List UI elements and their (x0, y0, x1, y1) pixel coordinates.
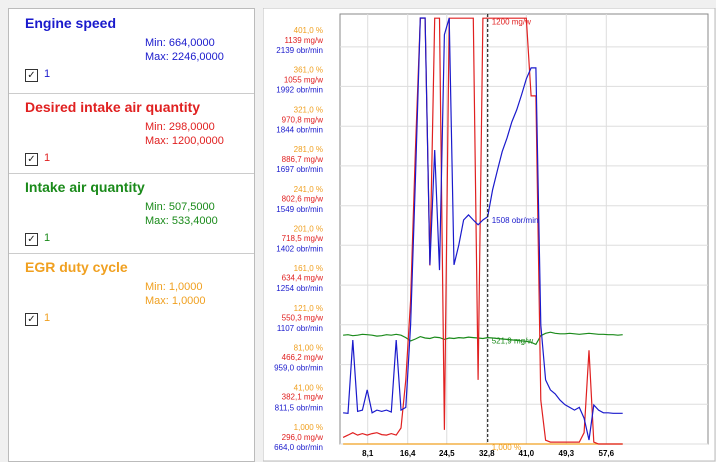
channel-min: Min: 664,0000 (145, 37, 215, 49)
channel-min: Min: 1,0000 (145, 281, 203, 293)
y-tick-label: 1549 obr/min (276, 205, 323, 214)
checkbox-label: 1 (44, 232, 51, 244)
checkbox[interactable]: ✓ (25, 313, 38, 326)
y-tick-label: 718,5 mg/w (282, 234, 324, 243)
channel-panel: Desired intake air quantity Min: 298,0000… (9, 93, 254, 174)
x-tick-label: 16,4 (400, 449, 416, 458)
x-tick-label: 8,1 (362, 449, 374, 458)
y-tick-label: 466,2 mg/w (282, 353, 324, 362)
channel-max: Max: 2246,0000 (145, 51, 224, 63)
checkbox[interactable]: ✓ (25, 69, 38, 82)
y-tick-label: 634,4 mg/w (282, 274, 324, 283)
plot-area (339, 13, 709, 445)
y-tick-label: 201,0 % (294, 224, 323, 233)
channel-panel: EGR duty cycle Min: 1,0000 Max: 1,0000 ✓ 1 (9, 253, 254, 462)
x-tick-label: 49,3 (559, 449, 575, 458)
y-tick-label: 281,0 % (294, 145, 323, 154)
y-tick-label: 241,0 % (294, 185, 323, 194)
y-tick-label: 121,0 % (294, 304, 323, 313)
y-tick-label: 664,0 obr/min (274, 443, 323, 452)
channel-list: Engine speed Min: 664,0000 Max: 2246,0000 ✓… (8, 8, 255, 462)
y-tick-label: 361,0 % (294, 66, 323, 75)
cursor-readout: 1,000 % (492, 443, 521, 452)
y-tick-label: 321,0 % (294, 105, 323, 114)
series-line (343, 331, 623, 346)
y-tick-label: 550,3 mg/w (282, 313, 324, 322)
channel-min: Min: 507,5000 (145, 201, 215, 213)
y-tick-label: 1992 obr/min (276, 86, 323, 95)
x-tick-label: 57,6 (599, 449, 615, 458)
y-tick-label: 161,0 % (294, 264, 323, 273)
cursor-readout: 1508 obr/min (492, 216, 539, 225)
channel-max: Max: 533,4000 (145, 215, 218, 227)
chart: 1,000 % 41,00 % 81,00 % 121,0 % 161,0 % 201,0… (263, 8, 716, 462)
channel-title: Intake air quantity (25, 179, 145, 195)
channel-title: Desired intake air quantity (25, 99, 201, 115)
x-tick-label: 24,5 (439, 449, 455, 458)
channel-max: Max: 1,0000 (145, 295, 206, 307)
cursor-readout: 1200 mg/w (492, 17, 531, 26)
checkbox-label: 1 (44, 312, 51, 324)
y-tick-label: 1,000 % (294, 423, 323, 432)
y-tick-label: 886,7 mg/w (282, 155, 324, 164)
y-tick-label: 41,00 % (294, 383, 323, 392)
x-tick-label: 41,0 (519, 449, 535, 458)
y-tick-label: 1107 obr/min (277, 324, 323, 333)
y-tick-label: 401,0 % (294, 26, 323, 35)
channel-panel: Engine speed Min: 664,0000 Max: 2246,0000 ✓… (9, 9, 254, 94)
y-tick-label: 382,1 mg/w (282, 393, 324, 402)
channel-min: Min: 298,0000 (145, 121, 215, 133)
y-tick-label: 296,0 mg/w (282, 433, 324, 442)
y-tick-label: 1697 obr/min (276, 165, 323, 174)
y-tick-label: 1139 mg/w (284, 36, 323, 45)
channel-title: EGR duty cycle (25, 259, 128, 275)
channel-title: Engine speed (25, 15, 117, 31)
y-tick-label: 2139 obr/min (276, 46, 323, 55)
y-tick-label: 811,5 obr/min (275, 403, 323, 412)
channel-panel: Intake air quantity Min: 507,5000 Max: 533… (9, 173, 254, 254)
y-tick-label: 1055 mg/w (284, 76, 323, 85)
channel-max: Max: 1200,0000 (145, 135, 224, 147)
y-tick-label: 1402 obr/min (276, 244, 323, 253)
y-tick-label: 81,00 % (294, 344, 323, 353)
series-line (343, 17, 623, 441)
checkbox-label: 1 (44, 68, 51, 80)
series-line (342, 17, 623, 445)
y-tick-label: 959,0 obr/min (274, 364, 323, 373)
y-tick-label: 1844 obr/min (276, 125, 323, 134)
x-tick-label: 32,8 (479, 449, 495, 458)
checkbox[interactable]: ✓ (25, 233, 38, 246)
y-tick-label: 970,8 mg/w (282, 115, 324, 124)
y-tick-label: 802,6 mg/w (282, 195, 324, 204)
checkbox-label: 1 (44, 152, 51, 164)
checkbox[interactable]: ✓ (25, 153, 38, 166)
y-tick-label: 1254 obr/min (276, 284, 323, 293)
cursor-readout: 521,9 mg/w (492, 337, 534, 346)
